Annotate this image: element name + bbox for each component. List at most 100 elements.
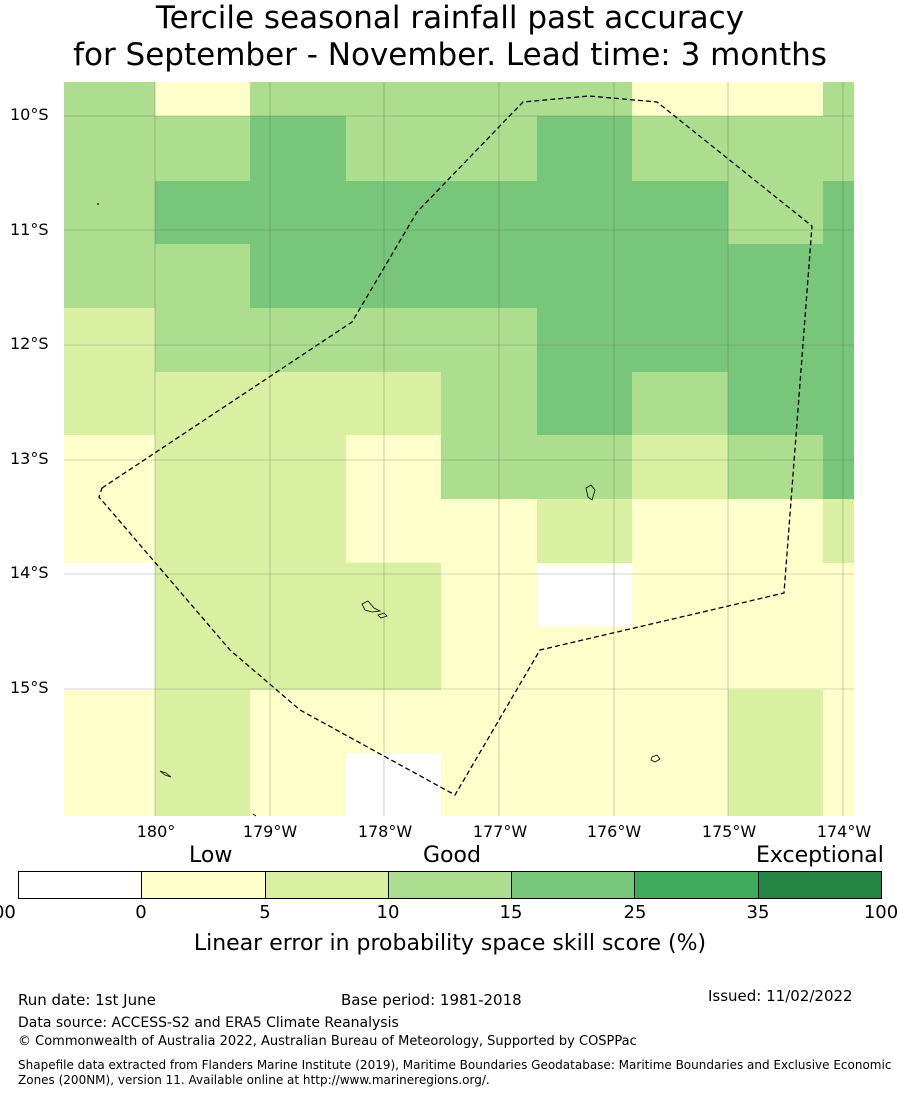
grid-cell (250, 753, 346, 816)
grid-cell (537, 308, 632, 372)
grid-cell (728, 82, 823, 116)
grid-cell (632, 563, 728, 627)
grid-cell (64, 435, 155, 499)
grid-cell (728, 116, 823, 181)
grid-cell (64, 82, 155, 116)
grid-cell (64, 116, 155, 181)
lon-label: 180° (136, 822, 176, 841)
data-source: Data source: ACCESS-S2 and ERA5 Climate … (18, 1015, 399, 1031)
grid-cell (632, 372, 728, 435)
grid-cell (441, 753, 537, 816)
grid-cell (823, 116, 854, 181)
lat-label: 13°S (10, 449, 49, 468)
grid-cell (155, 82, 250, 116)
grid-cell (728, 499, 823, 563)
island-outline (650, 754, 661, 763)
grid-cell (250, 499, 346, 563)
graticule (64, 82, 854, 816)
grid-cell (155, 753, 250, 816)
grid-cell (632, 116, 728, 181)
grid-cell (537, 244, 632, 308)
grid-cell (346, 372, 441, 435)
colorbar (18, 871, 882, 899)
grid-cell (823, 627, 854, 690)
skill-grid (64, 82, 854, 816)
lat-label: 14°S (10, 563, 49, 582)
lat-label: 15°S (10, 678, 49, 697)
grid-cell (632, 244, 728, 308)
grid-cell (728, 753, 823, 816)
colorbar-tick: 0 (135, 902, 147, 923)
grid-cell (64, 753, 155, 816)
run-date: Run date: 1st June (18, 991, 156, 1009)
grid-cell (64, 181, 155, 244)
colorbar-tick: 25 (623, 902, 647, 923)
grid-cell (728, 372, 823, 435)
grid-cell (346, 244, 441, 308)
grid-cell (728, 435, 823, 499)
island-outline (159, 770, 172, 778)
colorbar-segment (512, 872, 636, 898)
grid-cell (823, 82, 854, 116)
colorbar-tick: 10 (376, 902, 400, 923)
grid-cell (441, 690, 537, 753)
grid-cell (537, 116, 632, 181)
lat-label: 11°S (10, 220, 49, 239)
grid-cell (823, 435, 854, 499)
grid-cell (537, 690, 632, 753)
grid-cell (441, 244, 537, 308)
grid-cell (346, 308, 441, 372)
grid-cell (250, 244, 346, 308)
grid-cell (728, 181, 823, 244)
grid-cell (537, 181, 632, 244)
copyright: © Commonwealth of Australia 2022, Austra… (18, 1034, 637, 1049)
colorbar-segment (635, 872, 759, 898)
grid-cell (346, 563, 441, 627)
colorbar-tick: 5 (259, 902, 271, 923)
grid-cell (64, 244, 155, 308)
grid-cell (632, 308, 728, 372)
grid-cell (64, 690, 155, 753)
grid-cell (537, 563, 632, 627)
island-outline (252, 813, 257, 817)
grid-cell (250, 563, 346, 627)
grid-cell (441, 82, 537, 116)
grid-cell (632, 499, 728, 563)
colorbar-tick: -100 (0, 902, 16, 923)
grid-cell (64, 627, 155, 690)
grid-cell (250, 116, 346, 181)
grid-cell (155, 499, 250, 563)
lon-label: 175°W (701, 822, 757, 841)
grid-cell (346, 181, 441, 244)
grid-cell (155, 563, 250, 627)
chart-title-line1: Tercile seasonal rainfall past accuracy (155, 0, 745, 36)
grid-cell (346, 627, 441, 690)
grid-cell (441, 372, 537, 435)
shapefile-credit-2: Zones (200NM), version 11. Available onl… (18, 1073, 490, 1087)
grid-cell (346, 753, 441, 816)
grid-cell (155, 244, 250, 308)
grid-cell (250, 181, 346, 244)
colorbar-segment (19, 872, 143, 898)
colorbar-tick: 35 (746, 902, 770, 923)
grid-cell (823, 372, 854, 435)
colorbar-tick: 100 (863, 902, 899, 923)
grid-cell (346, 499, 441, 563)
grid-cell (250, 372, 346, 435)
grid-cell (728, 627, 823, 690)
grid-cell (155, 116, 250, 181)
colorbar-tick: 15 (499, 902, 523, 923)
grid-cell (441, 116, 537, 181)
grid-cell (155, 372, 250, 435)
colorbar-segment (142, 872, 266, 898)
grid-cell (250, 690, 346, 753)
grid-cell (823, 563, 854, 627)
island-outline (585, 484, 596, 501)
grid-cell (728, 690, 823, 753)
grid-cell (441, 435, 537, 499)
grid-cell (632, 82, 728, 116)
island-outline (361, 600, 382, 613)
grid-cell (537, 372, 632, 435)
grid-cell (155, 181, 250, 244)
grid-cell (346, 116, 441, 181)
